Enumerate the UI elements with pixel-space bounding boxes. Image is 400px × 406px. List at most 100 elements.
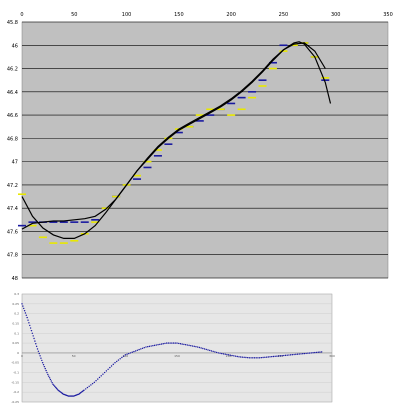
residual-point — [42, 363, 45, 366]
residual-x-tick-label: 250 — [277, 354, 283, 358]
x-tick-label: 150 — [174, 12, 184, 18]
residual-point — [183, 343, 185, 346]
residual-point — [148, 345, 151, 348]
residual-point — [178, 342, 180, 345]
residual-point — [71, 395, 73, 397]
residual-point — [26, 316, 28, 319]
residual-point — [124, 354, 127, 356]
residual-point — [277, 355, 280, 357]
x-tick-label: 350 — [383, 12, 393, 18]
residual-point — [196, 346, 199, 348]
residual-point — [272, 355, 275, 358]
residual-point — [191, 345, 194, 347]
residual-point — [224, 353, 226, 355]
residual-point — [271, 355, 273, 358]
residual-point — [221, 352, 223, 355]
y-tick-label: 47.2 — [7, 183, 18, 189]
residual-point — [305, 352, 307, 355]
residual-point — [80, 391, 83, 393]
residual-point — [229, 354, 232, 356]
residual-point — [81, 390, 83, 393]
residual-point — [245, 356, 247, 359]
x-tick-label: 100 — [122, 12, 132, 18]
x-tick-label: 200 — [226, 12, 236, 18]
residual-point — [240, 356, 242, 358]
residual-point — [90, 384, 92, 386]
residual-point — [227, 354, 230, 356]
residual-point — [210, 350, 213, 352]
residual-point — [314, 351, 316, 354]
residual-point — [205, 348, 207, 351]
residual-point — [160, 343, 163, 345]
residual-point — [264, 356, 266, 359]
residual-point — [82, 390, 84, 392]
residual-point — [219, 352, 221, 354]
residual-point — [207, 349, 209, 351]
residual-point — [33, 337, 35, 340]
residual-x-tick-label: 200 — [226, 354, 232, 358]
residual-point — [47, 375, 50, 377]
residual-point — [181, 343, 183, 345]
residual-point — [28, 322, 30, 324]
residual-point — [109, 366, 111, 369]
residual-point — [147, 345, 149, 348]
residual-point — [52, 383, 54, 386]
x-tick-label: 0 — [20, 12, 23, 18]
residual-point — [54, 386, 57, 388]
residual-point — [112, 363, 114, 366]
residual-point — [75, 394, 77, 396]
residual-point — [117, 359, 120, 361]
residual-point — [252, 357, 254, 359]
residual-point — [119, 358, 121, 360]
residual-point — [310, 352, 313, 354]
residual-point — [61, 392, 64, 395]
residual-point — [21, 303, 23, 305]
residual-point — [67, 395, 70, 397]
residual-point — [79, 392, 82, 394]
residual-point — [145, 346, 147, 348]
residual-point — [150, 345, 152, 347]
residual-point — [47, 373, 49, 376]
residual-point — [66, 395, 69, 397]
residual-point — [78, 393, 80, 395]
residual-point — [31, 332, 34, 334]
residual-point — [159, 343, 161, 346]
residual-point — [105, 370, 108, 372]
residual-point — [114, 362, 116, 364]
residual-point — [217, 352, 220, 354]
residual-point — [195, 345, 197, 348]
residual-point — [179, 343, 182, 345]
residual-point — [63, 393, 65, 396]
plot-area — [21, 21, 389, 279]
residual-point — [293, 353, 295, 356]
residual-x-tick-label: 300 — [329, 354, 335, 358]
residual-point — [103, 371, 106, 374]
x-tick-label: 300 — [331, 12, 341, 18]
residual-point — [128, 352, 130, 355]
x-tick-label: 50 — [71, 12, 77, 18]
residual-point — [48, 377, 51, 379]
residual-point — [198, 346, 201, 349]
residual-point — [77, 393, 79, 396]
residual-point — [157, 344, 159, 346]
residual-point — [317, 351, 319, 353]
residual-point — [233, 355, 235, 357]
residual-point — [66, 394, 68, 397]
residual-point — [291, 354, 294, 356]
residual-point — [260, 356, 263, 359]
residual-point — [86, 386, 89, 389]
residual-point — [72, 395, 74, 397]
residual-x-tick-label: 150 — [174, 354, 180, 358]
residual-point — [85, 388, 87, 390]
residual-point — [23, 309, 26, 312]
fit-curve — [21, 42, 326, 230]
residual-point — [138, 348, 140, 351]
residual-point — [234, 355, 237, 357]
residual-point — [267, 356, 269, 358]
residual-point — [319, 351, 321, 353]
y-tick-label: 46 — [12, 43, 18, 49]
residual-point — [186, 344, 189, 346]
residual-point — [257, 357, 259, 359]
main-chart: 0 50 100 150 200 250 300 350 45.8 46 46.2 46.4 46.6… — [7, 12, 393, 282]
residual-point — [45, 369, 47, 372]
